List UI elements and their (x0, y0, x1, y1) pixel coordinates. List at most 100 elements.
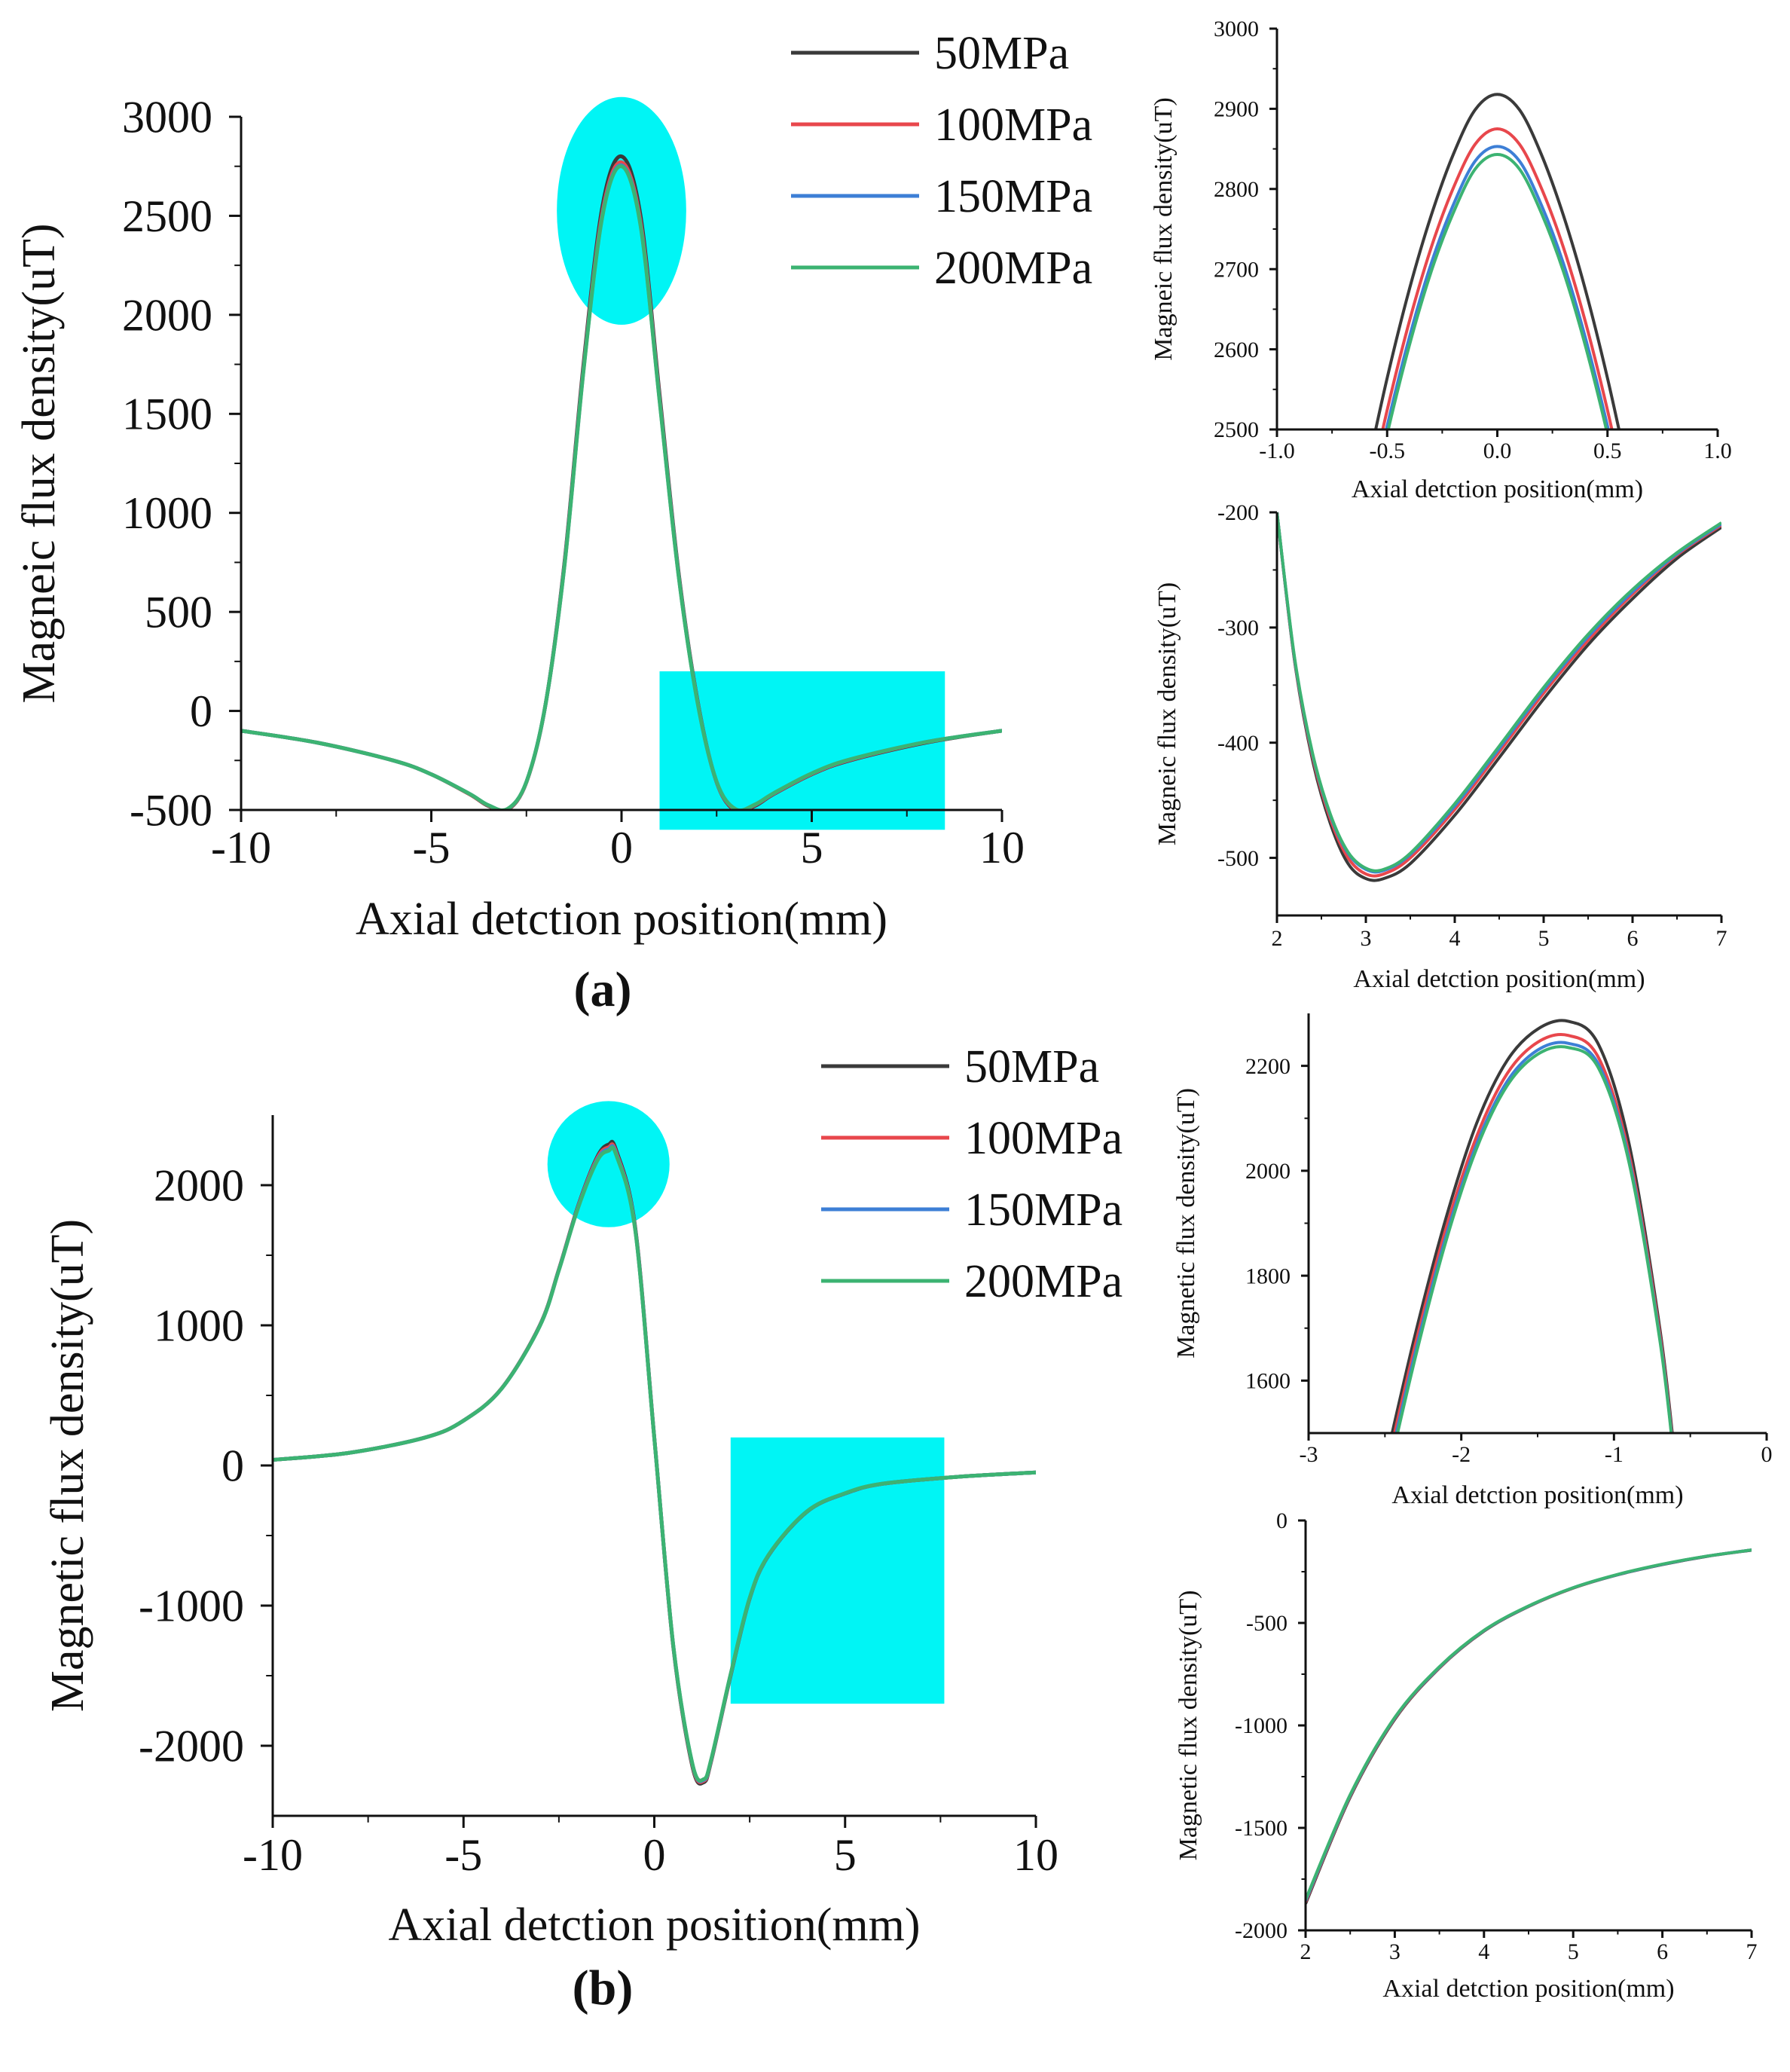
x-axis-label: Axial detction position(mm) (1353, 965, 1645, 993)
x-tick-label: 7 (1716, 926, 1727, 951)
y-axis-label: Magnetic flux density(uT) (42, 1219, 93, 1712)
y-axis-label: Magnetic flux density(uT) (1174, 1591, 1202, 1861)
series-group (241, 154, 1002, 810)
chart-a-main: -10 -5 0 5 10 -500 0 500 1000 1500 2000 2500 3000 Axi… (14, 28, 1092, 945)
chart-b-inset-tail: 2 3 4 5 6 7 -2000 -1500 -1000 -500 0 Axial detction… (1174, 1508, 1758, 2003)
series-line-50MPa (1390, 1019, 1674, 1433)
y-tick-label: -2000 (139, 1721, 244, 1771)
x-tick-label: -0.5 (1370, 439, 1406, 463)
x-tick-label: 1.0 (1703, 439, 1732, 463)
x-axis-label: Axial detction position(mm) (1382, 1975, 1674, 2003)
y-axis-label: Magneic flux density(uT) (1153, 582, 1181, 845)
x-tick-label: -1.0 (1259, 439, 1295, 463)
highlight-circle (557, 96, 686, 325)
y-tick-label: -300 (1217, 616, 1259, 640)
chart-a-inset-peak: -1.0 -0.5 0.0 0.5 1.0 2500 2600 2700 2800 2900 300… (1150, 17, 1732, 503)
series-group (273, 1139, 1036, 1786)
x-tick-label: 5 (1568, 1939, 1579, 1964)
x-tick-label: -3 (1300, 1442, 1318, 1467)
x-tick-label: -1 (1605, 1442, 1624, 1467)
series-line-150MPa (1277, 512, 1721, 874)
x-axis-label: Axial detction position(mm) (1352, 475, 1643, 503)
series-line-200MPa (1277, 512, 1721, 873)
series-line-200MPa (1396, 1045, 1673, 1433)
y-tick-label: 0 (1276, 1508, 1288, 1533)
series-line-100MPa (1381, 127, 1614, 429)
series-line-100MPa (1393, 1032, 1674, 1433)
highlight-rect (659, 671, 945, 830)
series-line-200MPa (273, 1145, 1036, 1783)
y-tick-label: 1800 (1245, 1264, 1291, 1288)
x-tick-label: -10 (243, 1830, 303, 1880)
legend: 50MPa 100MPa 150MPa 200MPa (821, 1041, 1123, 1307)
series-line-200MPa (1306, 1548, 1752, 1900)
x-tick-label: 3 (1389, 1939, 1401, 1964)
x-tick-label: 7 (1746, 1939, 1758, 1964)
y-tick-label: 2200 (1245, 1054, 1291, 1079)
panel-a-label: (a) (574, 962, 632, 1017)
y-tick-label: 2600 (1214, 338, 1259, 362)
y-tick-label: 2900 (1214, 97, 1259, 122)
x-tick-label: 0 (643, 1830, 666, 1880)
x-axis-label: Axial detction position(mm) (356, 894, 887, 945)
y-tick-label: 2000 (1245, 1159, 1291, 1184)
y-axis-label: Magnetic flux density(uT) (1172, 1088, 1200, 1358)
series-line-200MPa (1386, 153, 1608, 429)
legend-label: 150MPa (964, 1184, 1123, 1236)
x-tick-label: 5 (801, 823, 823, 873)
highlight-rect (730, 1437, 945, 1704)
legend-label: 100MPa (934, 99, 1092, 151)
x-tick-label: -2 (1452, 1442, 1471, 1467)
y-tick-label: -500 (130, 785, 212, 835)
highlight-circle (547, 1101, 670, 1227)
y-tick-label: 2000 (154, 1160, 244, 1210)
y-tick-label: 1000 (122, 488, 212, 538)
x-tick-label: 5 (834, 1830, 857, 1880)
y-tick-label: 3000 (1214, 17, 1259, 41)
x-tick-label: 0 (1761, 1442, 1773, 1467)
x-axis-label: Axial detction position(mm) (388, 1899, 920, 1951)
y-tick-label: 500 (145, 588, 212, 637)
x-tick-label: 6 (1657, 1939, 1668, 1964)
y-tick-label: -1500 (1235, 1816, 1288, 1841)
y-tick-label: -1000 (1235, 1713, 1288, 1738)
x-tick-label: 4 (1478, 1939, 1489, 1964)
x-tick-label: 3 (1361, 926, 1372, 951)
y-tick-label: 2800 (1214, 177, 1259, 202)
y-tick-label: 2700 (1214, 257, 1259, 282)
x-tick-label: -5 (413, 823, 451, 873)
y-axis-label: Magneic flux density(uT) (1150, 97, 1178, 360)
legend-label: 50MPa (964, 1041, 1099, 1093)
x-tick-label: 0 (610, 823, 633, 873)
x-tick-label: 5 (1538, 926, 1550, 951)
series-line-100MPa (1277, 512, 1721, 878)
legend: 50MPa 100MPa 150MPa 200MPa (791, 28, 1092, 294)
series-group (1373, 93, 1621, 429)
y-tick-label: 1000 (154, 1300, 244, 1350)
y-tick-label: 1500 (122, 390, 212, 439)
legend-label: 200MPa (934, 243, 1092, 294)
series-line-50MPa (1277, 512, 1721, 882)
legend-label: 50MPa (934, 28, 1069, 79)
series-line-50MPa (1306, 1548, 1752, 1905)
chart-b-main: -10 -5 0 5 10 -2000 -1000 0 1000 2000 Axial detcti… (42, 1041, 1123, 1951)
x-tick-label: 2 (1272, 926, 1283, 951)
y-tick-label: 1600 (1245, 1369, 1291, 1394)
x-tick-label: -5 (444, 1830, 482, 1880)
x-tick-label: 4 (1449, 926, 1461, 951)
series-group (1390, 1019, 1674, 1433)
series-line-150MPa (1306, 1548, 1752, 1902)
series-line-200MPa (241, 164, 1002, 810)
x-tick-label: 0.0 (1483, 439, 1512, 463)
x-tick-label: 10 (979, 823, 1025, 873)
chart-b-inset-peak: -3 -2 -1 0 1600 1800 2000 2200 Axial detction po… (1172, 1013, 1773, 1509)
x-tick-label: 6 (1627, 926, 1639, 951)
x-tick-label: -10 (211, 823, 271, 873)
x-axis-label: Axial detction position(mm) (1391, 1481, 1683, 1509)
legend-label: 150MPa (934, 171, 1092, 222)
y-tick-label: -2000 (1235, 1918, 1288, 1943)
y-tick-label: -500 (1246, 1611, 1288, 1636)
panel-b-label: (b) (573, 1960, 634, 2015)
chart-a-inset-valley: 2 3 4 5 6 7 -500 -400 -300 -200 Axial detction pos… (1153, 500, 1727, 993)
